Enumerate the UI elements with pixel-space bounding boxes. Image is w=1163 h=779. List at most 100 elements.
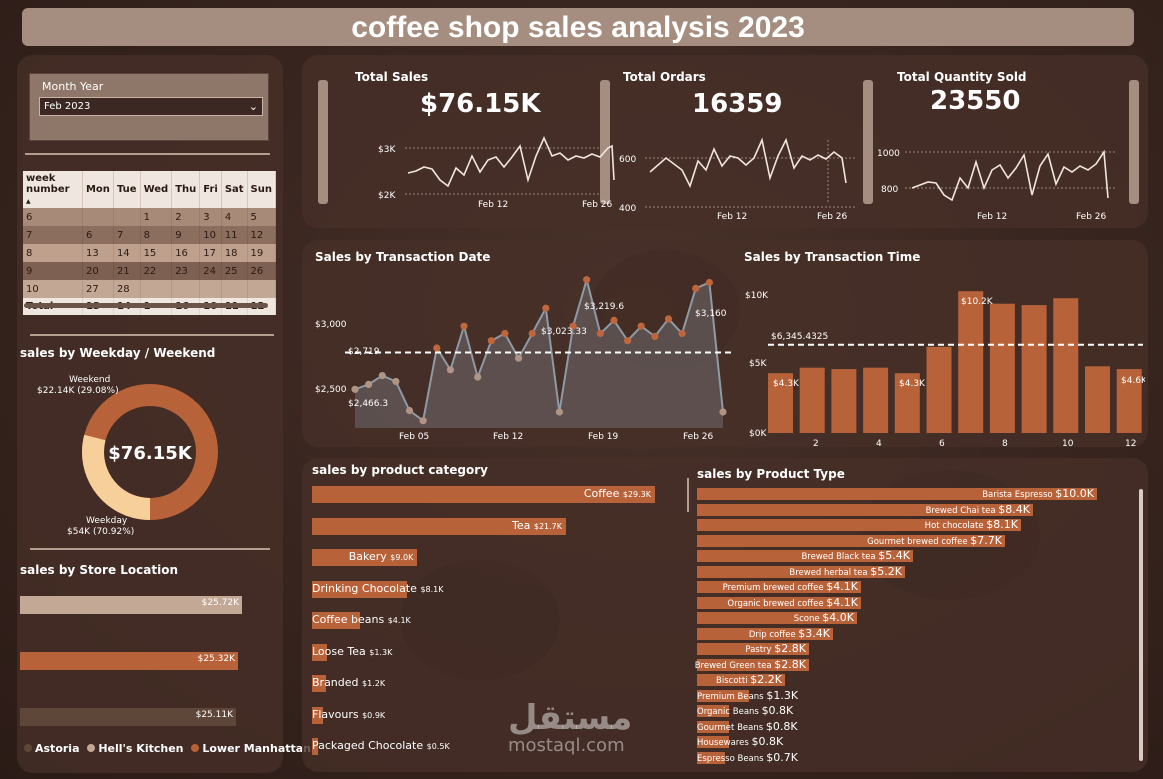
product-type-bar[interactable] xyxy=(697,658,809,671)
data-point[interactable] xyxy=(474,373,482,381)
data-point[interactable] xyxy=(392,377,400,386)
time-bar[interactable] xyxy=(1053,298,1079,433)
data-point[interactable] xyxy=(678,329,686,338)
data-point[interactable] xyxy=(555,408,563,416)
product-type-bar[interactable] xyxy=(697,581,861,593)
data-point[interactable] xyxy=(501,329,509,338)
vertical-scrollbar[interactable] xyxy=(1139,489,1143,761)
data-point[interactable] xyxy=(719,408,727,416)
donut-weekend-slice[interactable] xyxy=(82,384,218,520)
product-type-bar[interactable] xyxy=(697,550,913,562)
sales-by-date-chart[interactable]: $3,000 $2,500 $2,719 $2,466.3 $3,023.33 … xyxy=(305,268,735,446)
category-bar[interactable] xyxy=(312,486,655,503)
category-bar[interactable] xyxy=(312,675,327,692)
time-bar[interactable] xyxy=(958,291,984,433)
product-type-bar[interactable] xyxy=(697,720,729,733)
product-type-bar[interactable] xyxy=(697,689,749,702)
col-header[interactable]: Fri xyxy=(199,171,222,208)
data-point[interactable] xyxy=(705,278,713,287)
data-point[interactable] xyxy=(419,417,427,425)
category-bar[interactable] xyxy=(312,612,360,629)
category-bar[interactable] xyxy=(312,643,328,661)
time-bar[interactable] xyxy=(894,373,920,433)
data-point[interactable] xyxy=(583,276,591,284)
time-bar[interactable] xyxy=(799,367,825,433)
legend-item[interactable]: Lower Manhattan xyxy=(202,742,312,755)
data-point[interactable] xyxy=(528,329,536,338)
sales-area xyxy=(355,279,723,428)
product-type-bar[interactable] xyxy=(697,674,785,686)
product-type-bar[interactable] xyxy=(697,488,1097,500)
data-point[interactable] xyxy=(596,329,604,338)
category-bar[interactable] xyxy=(312,549,418,566)
col-header[interactable]: Thu xyxy=(171,171,201,208)
category-bar[interactable] xyxy=(312,580,407,598)
store-bar-lower-manhattan[interactable]: $25.11K xyxy=(20,708,236,726)
category-bar[interactable] xyxy=(312,517,567,535)
data-point[interactable] xyxy=(446,366,454,374)
table-row[interactable]: 9 20 21 22 23 24 25 26 xyxy=(23,262,277,280)
product-type-bar[interactable] xyxy=(697,596,861,609)
store-bar-hells-kitchen[interactable]: $25.32K xyxy=(20,652,238,670)
category-bar[interactable] xyxy=(312,738,318,755)
col-header[interactable]: Sun xyxy=(247,171,277,208)
data-point[interactable] xyxy=(460,322,468,330)
data-point[interactable] xyxy=(365,380,373,388)
kpi-slider-handle[interactable] xyxy=(863,80,873,204)
legend-item[interactable]: Hell's Kitchen xyxy=(98,742,184,755)
store-bar-astoria[interactable]: $25.72K xyxy=(20,596,242,614)
time-bar[interactable] xyxy=(1116,369,1142,433)
data-point[interactable] xyxy=(487,337,495,345)
time-bar[interactable] xyxy=(831,369,857,433)
data-point[interactable] xyxy=(610,316,618,324)
product-type-bar[interactable] xyxy=(697,534,1005,547)
data-point[interactable] xyxy=(433,344,441,352)
data-point[interactable] xyxy=(542,304,550,312)
col-header[interactable]: Mon xyxy=(82,171,114,208)
data-point[interactable] xyxy=(651,332,659,340)
sales-by-time-chart[interactable]: $10K $5K $0K $6,345.4325 $4.3K $4.3K $10… xyxy=(740,280,1145,450)
table-row[interactable]: 10 27 28 xyxy=(23,280,277,298)
month-year-dropdown[interactable]: Feb 2023 ⌄ xyxy=(39,97,263,116)
data-point[interactable] xyxy=(624,337,632,345)
product-type-title: sales by Product Type xyxy=(697,467,845,481)
product-type-bar[interactable] xyxy=(697,565,905,578)
data-point[interactable] xyxy=(664,315,673,323)
data-point[interactable] xyxy=(405,406,414,415)
horizontal-scrollbar[interactable] xyxy=(24,303,268,308)
kpi-slider-handle[interactable] xyxy=(1129,80,1139,204)
data-point[interactable] xyxy=(515,354,523,362)
product-type-bar[interactable] xyxy=(697,627,833,640)
time-bar[interactable] xyxy=(1085,366,1110,433)
product-type-bar[interactable] xyxy=(697,643,809,655)
col-header[interactable]: Tue xyxy=(113,171,141,208)
kpi-slider-handle[interactable] xyxy=(318,80,328,204)
kpi-slider-handle[interactable] xyxy=(600,80,610,204)
col-header[interactable]: week number ▲ xyxy=(23,171,83,208)
product-type-bar[interactable] xyxy=(697,612,857,624)
data-point[interactable] xyxy=(351,385,359,393)
product-type-bar[interactable] xyxy=(697,705,729,717)
kpi-y-min: $2K xyxy=(378,191,396,201)
col-header[interactable]: Sat xyxy=(221,171,248,208)
time-bar[interactable] xyxy=(989,303,1015,433)
product-type-bar[interactable] xyxy=(697,519,1021,531)
table-row[interactable]: 8 13 14 15 16 17 18 19 xyxy=(23,244,277,262)
time-bar[interactable] xyxy=(863,367,889,433)
product-type-bar[interactable] xyxy=(697,751,725,764)
data-point[interactable] xyxy=(378,372,386,380)
time-bar[interactable] xyxy=(926,346,952,433)
category-bar[interactable] xyxy=(312,706,323,724)
legend-item[interactable]: Astoria xyxy=(35,742,80,755)
data-point[interactable] xyxy=(692,284,700,292)
col-header[interactable]: Wed xyxy=(140,171,173,208)
product-type-bar[interactable] xyxy=(697,736,729,748)
time-bar[interactable] xyxy=(768,373,793,433)
time-bar[interactable] xyxy=(1021,305,1047,433)
product-type-bar[interactable] xyxy=(697,503,1033,516)
data-point[interactable] xyxy=(569,322,577,330)
weekday-donut[interactable]: $76.15K xyxy=(80,382,220,522)
data-point[interactable] xyxy=(637,322,645,330)
table-row[interactable]: 7 6 7 8 9 10 11 12 xyxy=(23,226,277,244)
